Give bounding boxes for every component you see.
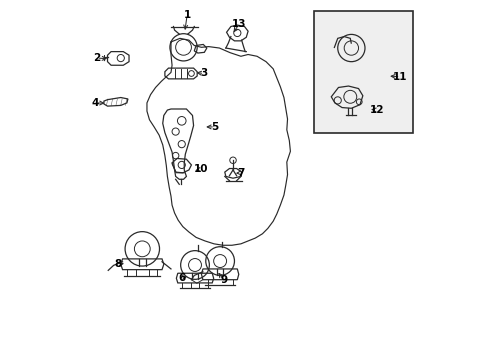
Text: 13: 13 bbox=[231, 19, 246, 29]
Text: 12: 12 bbox=[369, 105, 384, 115]
Text: 3: 3 bbox=[200, 68, 207, 78]
Text: 10: 10 bbox=[194, 164, 208, 174]
Bar bbox=[314, 12, 412, 134]
Text: 4: 4 bbox=[92, 98, 99, 108]
Text: 5: 5 bbox=[211, 122, 218, 132]
Text: 8: 8 bbox=[114, 259, 122, 269]
Text: 2: 2 bbox=[93, 53, 100, 63]
Text: 6: 6 bbox=[178, 273, 185, 283]
Text: 7: 7 bbox=[237, 168, 244, 178]
Text: 1: 1 bbox=[183, 10, 190, 20]
Text: 11: 11 bbox=[392, 72, 407, 82]
Text: 9: 9 bbox=[220, 275, 227, 285]
